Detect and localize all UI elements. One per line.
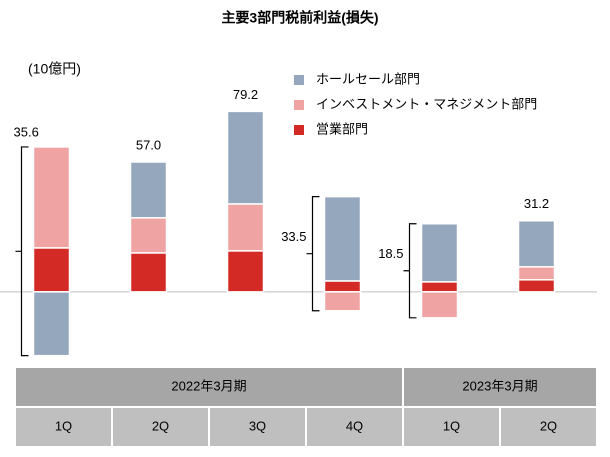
total-label: 57.0 (136, 137, 161, 152)
legend-label: ホールセール部門 (316, 71, 420, 86)
chart-title: 主要3部門税前利益(損失) (221, 10, 378, 26)
legend-label: インベストメント・マネジメント部門 (316, 96, 537, 111)
bar-segment (323, 280, 362, 293)
bar-segment (226, 250, 265, 293)
bar-segment (517, 220, 556, 268)
x-tick-label: 2Q (152, 418, 169, 433)
bar-segment (420, 222, 459, 283)
legend-swatch (294, 125, 304, 135)
bar-segment (32, 146, 71, 249)
legend-label: 営業部門 (316, 121, 368, 136)
bar-segment (323, 195, 362, 282)
category-cell (499, 406, 598, 448)
bracket (306, 196, 320, 312)
group-cell (402, 366, 598, 408)
bar-segment (129, 252, 168, 293)
bar-segment (420, 281, 459, 293)
total-label: 31.2 (524, 196, 549, 211)
bracket (403, 223, 417, 319)
unit-label: (10億円) (28, 61, 81, 77)
x-tick-label: 1Q (55, 418, 72, 433)
category-cell (14, 406, 113, 448)
total-label: 33.5 (281, 229, 306, 244)
x-tick-label: 3Q (249, 418, 266, 433)
total-label: 18.5 (378, 246, 403, 261)
bracket (15, 146, 29, 357)
bar-segment (129, 161, 168, 219)
legend-swatch (294, 100, 304, 110)
bar-segment (517, 279, 556, 293)
x-tick-label: 4Q (346, 418, 363, 433)
group-label: 2022年3月期 (171, 378, 246, 393)
bar-segment (323, 291, 362, 312)
group-label: 2023年3月期 (462, 378, 537, 393)
legend-swatch (294, 75, 304, 85)
total-label: 35.6 (14, 124, 39, 139)
x-tick-label: 1Q (443, 418, 460, 433)
bar-segment (226, 203, 265, 252)
total-label: 79.2 (233, 87, 258, 102)
bar-segment (32, 247, 71, 293)
bar-segment (226, 110, 265, 205)
x-tick-label: 2Q (540, 418, 557, 433)
bar-segment (517, 266, 556, 281)
bar-segment (129, 217, 168, 254)
bar-segment (32, 291, 71, 357)
bar-segment (420, 291, 459, 319)
